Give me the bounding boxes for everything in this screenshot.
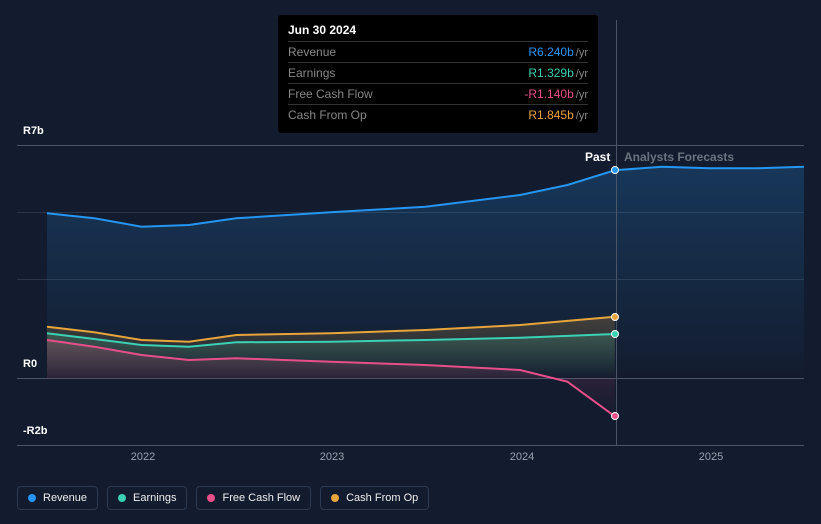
tooltip-row: Revenue R6.240b/yr	[288, 41, 588, 62]
tooltip-row: Free Cash Flow -R1.140b/yr	[288, 83, 588, 104]
legend-item-cash-from-op[interactable]: Cash From Op	[320, 486, 429, 510]
tooltip-row: Cash From Op R1.845b/yr	[288, 104, 588, 125]
financial-chart: R7bR0-R2b Past Analysts Forecasts 202220…	[0, 0, 821, 524]
series-marker-revenue	[611, 166, 619, 174]
legend-dot-icon	[28, 494, 36, 502]
tooltip-row-label: Cash From Op	[288, 108, 367, 122]
legend-item-free-cash-flow[interactable]: Free Cash Flow	[196, 486, 311, 510]
forecast-label: Analysts Forecasts	[624, 150, 734, 164]
legend-label: Free Cash Flow	[222, 492, 300, 504]
past-forecast-divider	[616, 20, 617, 445]
tooltip-row-label: Free Cash Flow	[288, 87, 373, 101]
series-marker-earnings	[611, 330, 619, 338]
legend-label: Cash From Op	[346, 492, 418, 504]
legend-item-earnings[interactable]: Earnings	[107, 486, 187, 510]
tooltip-row-value: R6.240b/yr	[528, 45, 588, 59]
tooltip-row-value: R1.845b/yr	[528, 108, 588, 122]
x-axis-label: 2024	[510, 451, 534, 463]
tooltip-row-value: -R1.140b/yr	[524, 87, 588, 101]
legend-label: Revenue	[43, 492, 87, 504]
tooltip-row-label: Revenue	[288, 45, 336, 59]
tooltip-row-label: Earnings	[288, 66, 335, 80]
legend-item-revenue[interactable]: Revenue	[17, 486, 98, 510]
legend-dot-icon	[118, 494, 126, 502]
past-label: Past	[585, 150, 610, 164]
series-marker-cash-from-op	[611, 313, 619, 321]
legend-dot-icon	[331, 494, 339, 502]
tooltip-date: Jun 30 2024	[288, 23, 588, 41]
tooltip-row-value: R1.329b/yr	[528, 66, 588, 80]
legend-dot-icon	[207, 494, 215, 502]
tooltip-row: Earnings R1.329b/yr	[288, 62, 588, 83]
chart-legend: Revenue Earnings Free Cash Flow Cash From O…	[17, 486, 429, 510]
series-marker-free-cash-flow	[611, 412, 619, 420]
x-axis-label: 2025	[699, 451, 723, 463]
x-axis-label: 2023	[320, 451, 344, 463]
x-axis-label: 2022	[131, 451, 155, 463]
chart-tooltip: Jun 30 2024 Revenue R6.240b/yr Earnings R1.…	[278, 15, 598, 133]
legend-label: Earnings	[133, 492, 176, 504]
